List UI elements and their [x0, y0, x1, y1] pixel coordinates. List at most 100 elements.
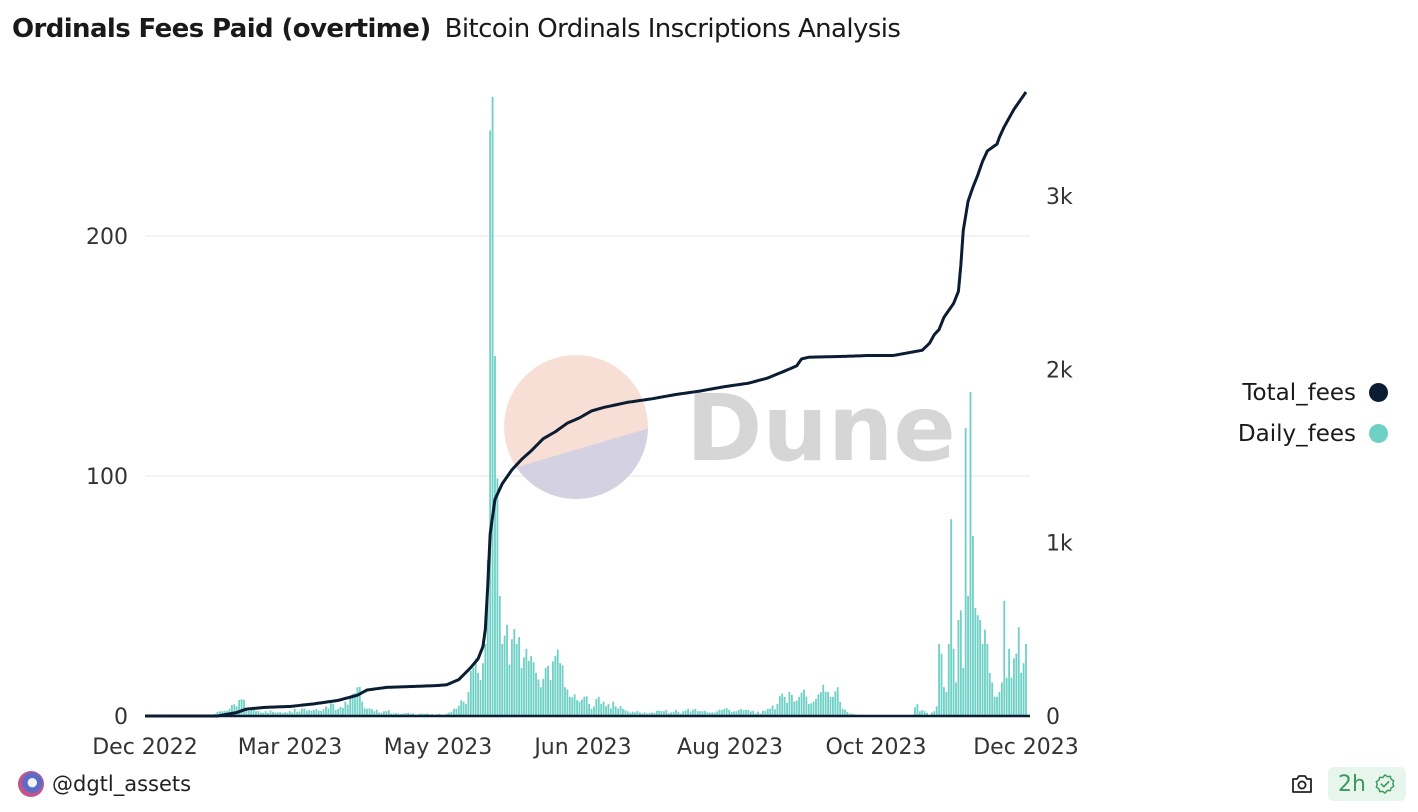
daily-fees-bar	[783, 696, 786, 716]
freshness-badge[interactable]: 2h	[1328, 767, 1406, 801]
daily-fees-bar	[515, 644, 518, 716]
daily-fees-bar	[597, 696, 600, 716]
daily-fees-bar	[926, 712, 928, 716]
daily-fees-bar	[520, 668, 523, 716]
avatar	[18, 771, 44, 797]
daily-fees-bar	[631, 711, 634, 716]
daily-fees-bar	[762, 710, 764, 716]
daily-fees-bar	[704, 710, 706, 716]
daily-fees-bar	[274, 712, 277, 716]
daily-fees-bar	[460, 700, 463, 716]
daily-fees-bar	[793, 701, 796, 716]
daily-fees-bar	[498, 596, 501, 716]
daily-fees-bar	[412, 713, 414, 716]
daily-fees-bar	[684, 710, 687, 716]
daily-fees-bar	[624, 710, 627, 716]
daily-fees-bar	[544, 668, 547, 716]
daily-fees-bar	[665, 709, 668, 716]
daily-fees-bar	[612, 701, 615, 716]
daily-fees-bar	[769, 708, 772, 716]
daily-fees-bar	[513, 629, 516, 716]
daily-fees-bar	[747, 710, 750, 716]
daily-fees-bar	[286, 712, 289, 716]
daily-fees-bar	[537, 679, 540, 716]
x-tick-label: Mar 2023	[238, 735, 343, 760]
daily-fees-bar	[344, 701, 347, 716]
camera-icon[interactable]	[1290, 772, 1314, 796]
right-tick-label: 3k	[1046, 185, 1073, 210]
right-tick-label: 2k	[1046, 358, 1073, 383]
daily-fees-bar	[469, 670, 472, 716]
daily-fees-bar	[945, 692, 948, 716]
daily-fees-bar	[711, 712, 714, 716]
daily-fees-bar	[815, 698, 817, 716]
daily-fees-bar	[817, 694, 820, 716]
daily-fees-bar	[496, 478, 499, 716]
daily-fees-bar	[634, 712, 636, 716]
daily-fees-bar	[800, 692, 803, 716]
daily-fees-bar	[349, 696, 352, 716]
daily-fees-bar	[622, 708, 624, 716]
daily-fees-bar	[638, 712, 641, 716]
daily-fees-bar	[834, 691, 837, 716]
daily-fees-bar	[699, 711, 702, 716]
legend-item-total-fees[interactable]: Total_fees	[1238, 372, 1388, 413]
daily-fees-bar	[1013, 658, 1015, 716]
daily-fees-bar	[257, 711, 260, 716]
daily-fees-bar	[605, 706, 607, 716]
daily-fees-bar	[749, 711, 752, 716]
daily-fees-bar	[361, 701, 364, 716]
daily-fees-bar	[455, 708, 458, 716]
daily-fees-bar	[358, 687, 361, 716]
daily-fees-bar	[827, 692, 829, 716]
daily-fees-bar	[368, 708, 371, 716]
daily-fees-bar	[255, 711, 257, 716]
daily-fees-bar	[337, 708, 339, 716]
legend-dot-total-fees	[1369, 383, 1388, 402]
daily-fees-bar	[1015, 653, 1018, 716]
daily-fees-bar	[735, 711, 738, 716]
daily-fees-bar	[576, 700, 578, 716]
daily-fees-bar	[918, 711, 921, 716]
daily-fees-bar	[788, 692, 791, 716]
daily-fees-bar	[1008, 648, 1011, 716]
daily-fees-bar	[216, 711, 219, 716]
daily-fees-bar	[822, 684, 825, 716]
daily-fees-bar	[327, 708, 330, 716]
daily-fees-bar	[957, 620, 960, 716]
daily-fees-bar	[996, 696, 998, 716]
daily-fees-bar	[407, 712, 409, 716]
daily-fees-bar	[310, 710, 313, 716]
daily-fees-bar	[342, 707, 344, 716]
daily-fees-bar	[988, 672, 991, 716]
daily-fees-bar	[689, 711, 692, 716]
daily-fees-bar	[781, 693, 784, 716]
daily-fees-bar	[981, 644, 984, 716]
daily-fees-bar	[293, 708, 296, 716]
daily-fees-bar	[650, 712, 653, 716]
daily-fees-bar	[300, 708, 303, 716]
daily-fees-bar	[771, 705, 774, 716]
daily-fees-bar	[742, 710, 745, 716]
legend-label-total-fees: Total_fees	[1242, 379, 1356, 406]
daily-fees-bar	[810, 703, 813, 716]
daily-fees-bar	[653, 713, 656, 716]
daily-fees-bar	[672, 711, 675, 716]
daily-fees-bar	[670, 712, 673, 716]
daily-fees-bar	[508, 664, 511, 716]
author-link[interactable]: @dgtl_assets	[18, 771, 191, 797]
daily-fees-bar	[375, 709, 378, 716]
left-tick-label: 100	[86, 465, 128, 490]
daily-fees-bar	[955, 682, 957, 716]
daily-fees-bar	[530, 656, 533, 716]
daily-fees-bar	[583, 696, 586, 716]
daily-fees-bar	[250, 709, 253, 716]
daily-fees-bar	[218, 711, 221, 716]
daily-fees-bar	[607, 704, 610, 716]
daily-fees-bar	[580, 699, 583, 716]
daily-fees-bar	[694, 708, 697, 716]
legend: Total_fees Daily_fees	[1238, 372, 1388, 454]
legend-item-daily-fees[interactable]: Daily_fees	[1238, 413, 1388, 454]
daily-fees-bar	[971, 536, 974, 716]
